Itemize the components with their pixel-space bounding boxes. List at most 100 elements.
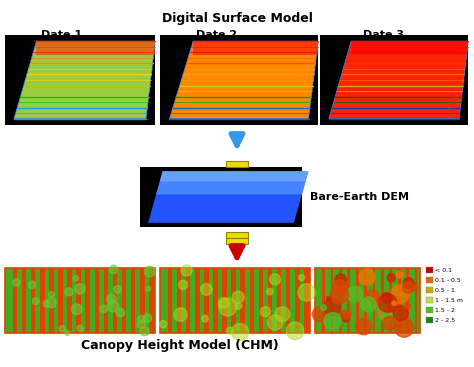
Bar bbox=[381, 268, 384, 333]
Bar bbox=[426, 287, 433, 293]
Bar bbox=[40, 268, 45, 333]
Circle shape bbox=[275, 307, 290, 321]
Bar bbox=[315, 268, 420, 333]
Bar bbox=[339, 268, 342, 333]
Circle shape bbox=[174, 308, 187, 321]
Bar bbox=[76, 268, 81, 333]
Bar bbox=[22, 268, 27, 333]
Circle shape bbox=[114, 286, 121, 293]
Bar bbox=[113, 268, 117, 333]
Bar bbox=[320, 35, 468, 125]
Circle shape bbox=[100, 305, 108, 313]
Polygon shape bbox=[156, 171, 309, 195]
Circle shape bbox=[159, 320, 167, 328]
Text: 1.5 - 2: 1.5 - 2 bbox=[435, 308, 455, 312]
Bar bbox=[131, 268, 136, 333]
Circle shape bbox=[219, 298, 237, 316]
Circle shape bbox=[137, 315, 145, 323]
Circle shape bbox=[219, 298, 229, 308]
Bar bbox=[389, 268, 392, 333]
Text: 0.1 - 0.5: 0.1 - 0.5 bbox=[435, 277, 461, 283]
Bar bbox=[204, 268, 209, 333]
Text: Bare-Earth DEM: Bare-Earth DEM bbox=[310, 192, 409, 202]
Circle shape bbox=[382, 292, 392, 303]
Circle shape bbox=[381, 306, 399, 324]
Polygon shape bbox=[148, 171, 309, 223]
Text: Date 1: Date 1 bbox=[41, 30, 82, 40]
Circle shape bbox=[107, 294, 116, 304]
Circle shape bbox=[320, 305, 326, 310]
Circle shape bbox=[361, 297, 376, 312]
Bar bbox=[277, 268, 282, 333]
Bar bbox=[231, 268, 236, 333]
Circle shape bbox=[232, 291, 244, 303]
Circle shape bbox=[48, 291, 54, 297]
Circle shape bbox=[46, 298, 56, 308]
Circle shape bbox=[116, 308, 125, 317]
Circle shape bbox=[393, 306, 408, 321]
Circle shape bbox=[145, 266, 155, 277]
Circle shape bbox=[231, 324, 248, 341]
Circle shape bbox=[137, 320, 146, 328]
Bar bbox=[149, 268, 154, 333]
Bar bbox=[13, 268, 17, 333]
Bar bbox=[240, 268, 245, 333]
Bar bbox=[295, 268, 300, 333]
Circle shape bbox=[411, 284, 418, 291]
Circle shape bbox=[43, 300, 50, 307]
Bar bbox=[140, 268, 145, 333]
Circle shape bbox=[226, 327, 233, 334]
Bar bbox=[226, 232, 248, 238]
Circle shape bbox=[378, 306, 392, 320]
Circle shape bbox=[235, 303, 242, 309]
Circle shape bbox=[140, 327, 149, 336]
Bar bbox=[5, 268, 155, 333]
Circle shape bbox=[143, 314, 152, 322]
Circle shape bbox=[330, 286, 348, 304]
Bar bbox=[286, 268, 291, 333]
Bar bbox=[213, 268, 218, 333]
Polygon shape bbox=[329, 41, 468, 119]
Circle shape bbox=[327, 297, 331, 301]
Bar bbox=[268, 268, 272, 333]
Circle shape bbox=[369, 294, 381, 306]
Circle shape bbox=[32, 298, 39, 305]
Bar bbox=[104, 268, 108, 333]
Circle shape bbox=[65, 331, 70, 335]
Bar bbox=[58, 268, 63, 333]
Circle shape bbox=[73, 276, 78, 281]
Circle shape bbox=[75, 284, 85, 294]
Bar bbox=[330, 268, 334, 333]
Bar bbox=[140, 167, 302, 227]
Bar bbox=[85, 268, 90, 333]
Text: 0.5 - 1: 0.5 - 1 bbox=[435, 287, 455, 292]
Bar bbox=[347, 268, 350, 333]
Bar bbox=[122, 268, 127, 333]
Bar bbox=[168, 268, 172, 333]
Text: Date 2: Date 2 bbox=[196, 30, 237, 40]
Bar bbox=[356, 268, 359, 333]
Circle shape bbox=[404, 303, 410, 309]
Text: 2 - 2.5: 2 - 2.5 bbox=[435, 317, 455, 323]
Circle shape bbox=[347, 286, 363, 302]
Circle shape bbox=[342, 310, 351, 319]
Circle shape bbox=[13, 279, 20, 286]
Bar bbox=[259, 268, 263, 333]
Circle shape bbox=[392, 301, 396, 306]
Circle shape bbox=[270, 274, 281, 285]
Bar bbox=[426, 317, 433, 323]
Circle shape bbox=[324, 313, 341, 330]
Circle shape bbox=[312, 306, 328, 322]
Circle shape bbox=[260, 307, 270, 317]
Bar bbox=[160, 35, 318, 125]
Circle shape bbox=[396, 271, 403, 278]
Circle shape bbox=[28, 281, 36, 288]
Bar bbox=[406, 268, 409, 333]
Circle shape bbox=[388, 305, 396, 312]
Bar bbox=[249, 268, 254, 333]
Bar bbox=[226, 161, 248, 167]
Circle shape bbox=[360, 300, 370, 309]
Circle shape bbox=[394, 318, 414, 337]
Circle shape bbox=[107, 301, 118, 312]
Bar bbox=[177, 268, 182, 333]
